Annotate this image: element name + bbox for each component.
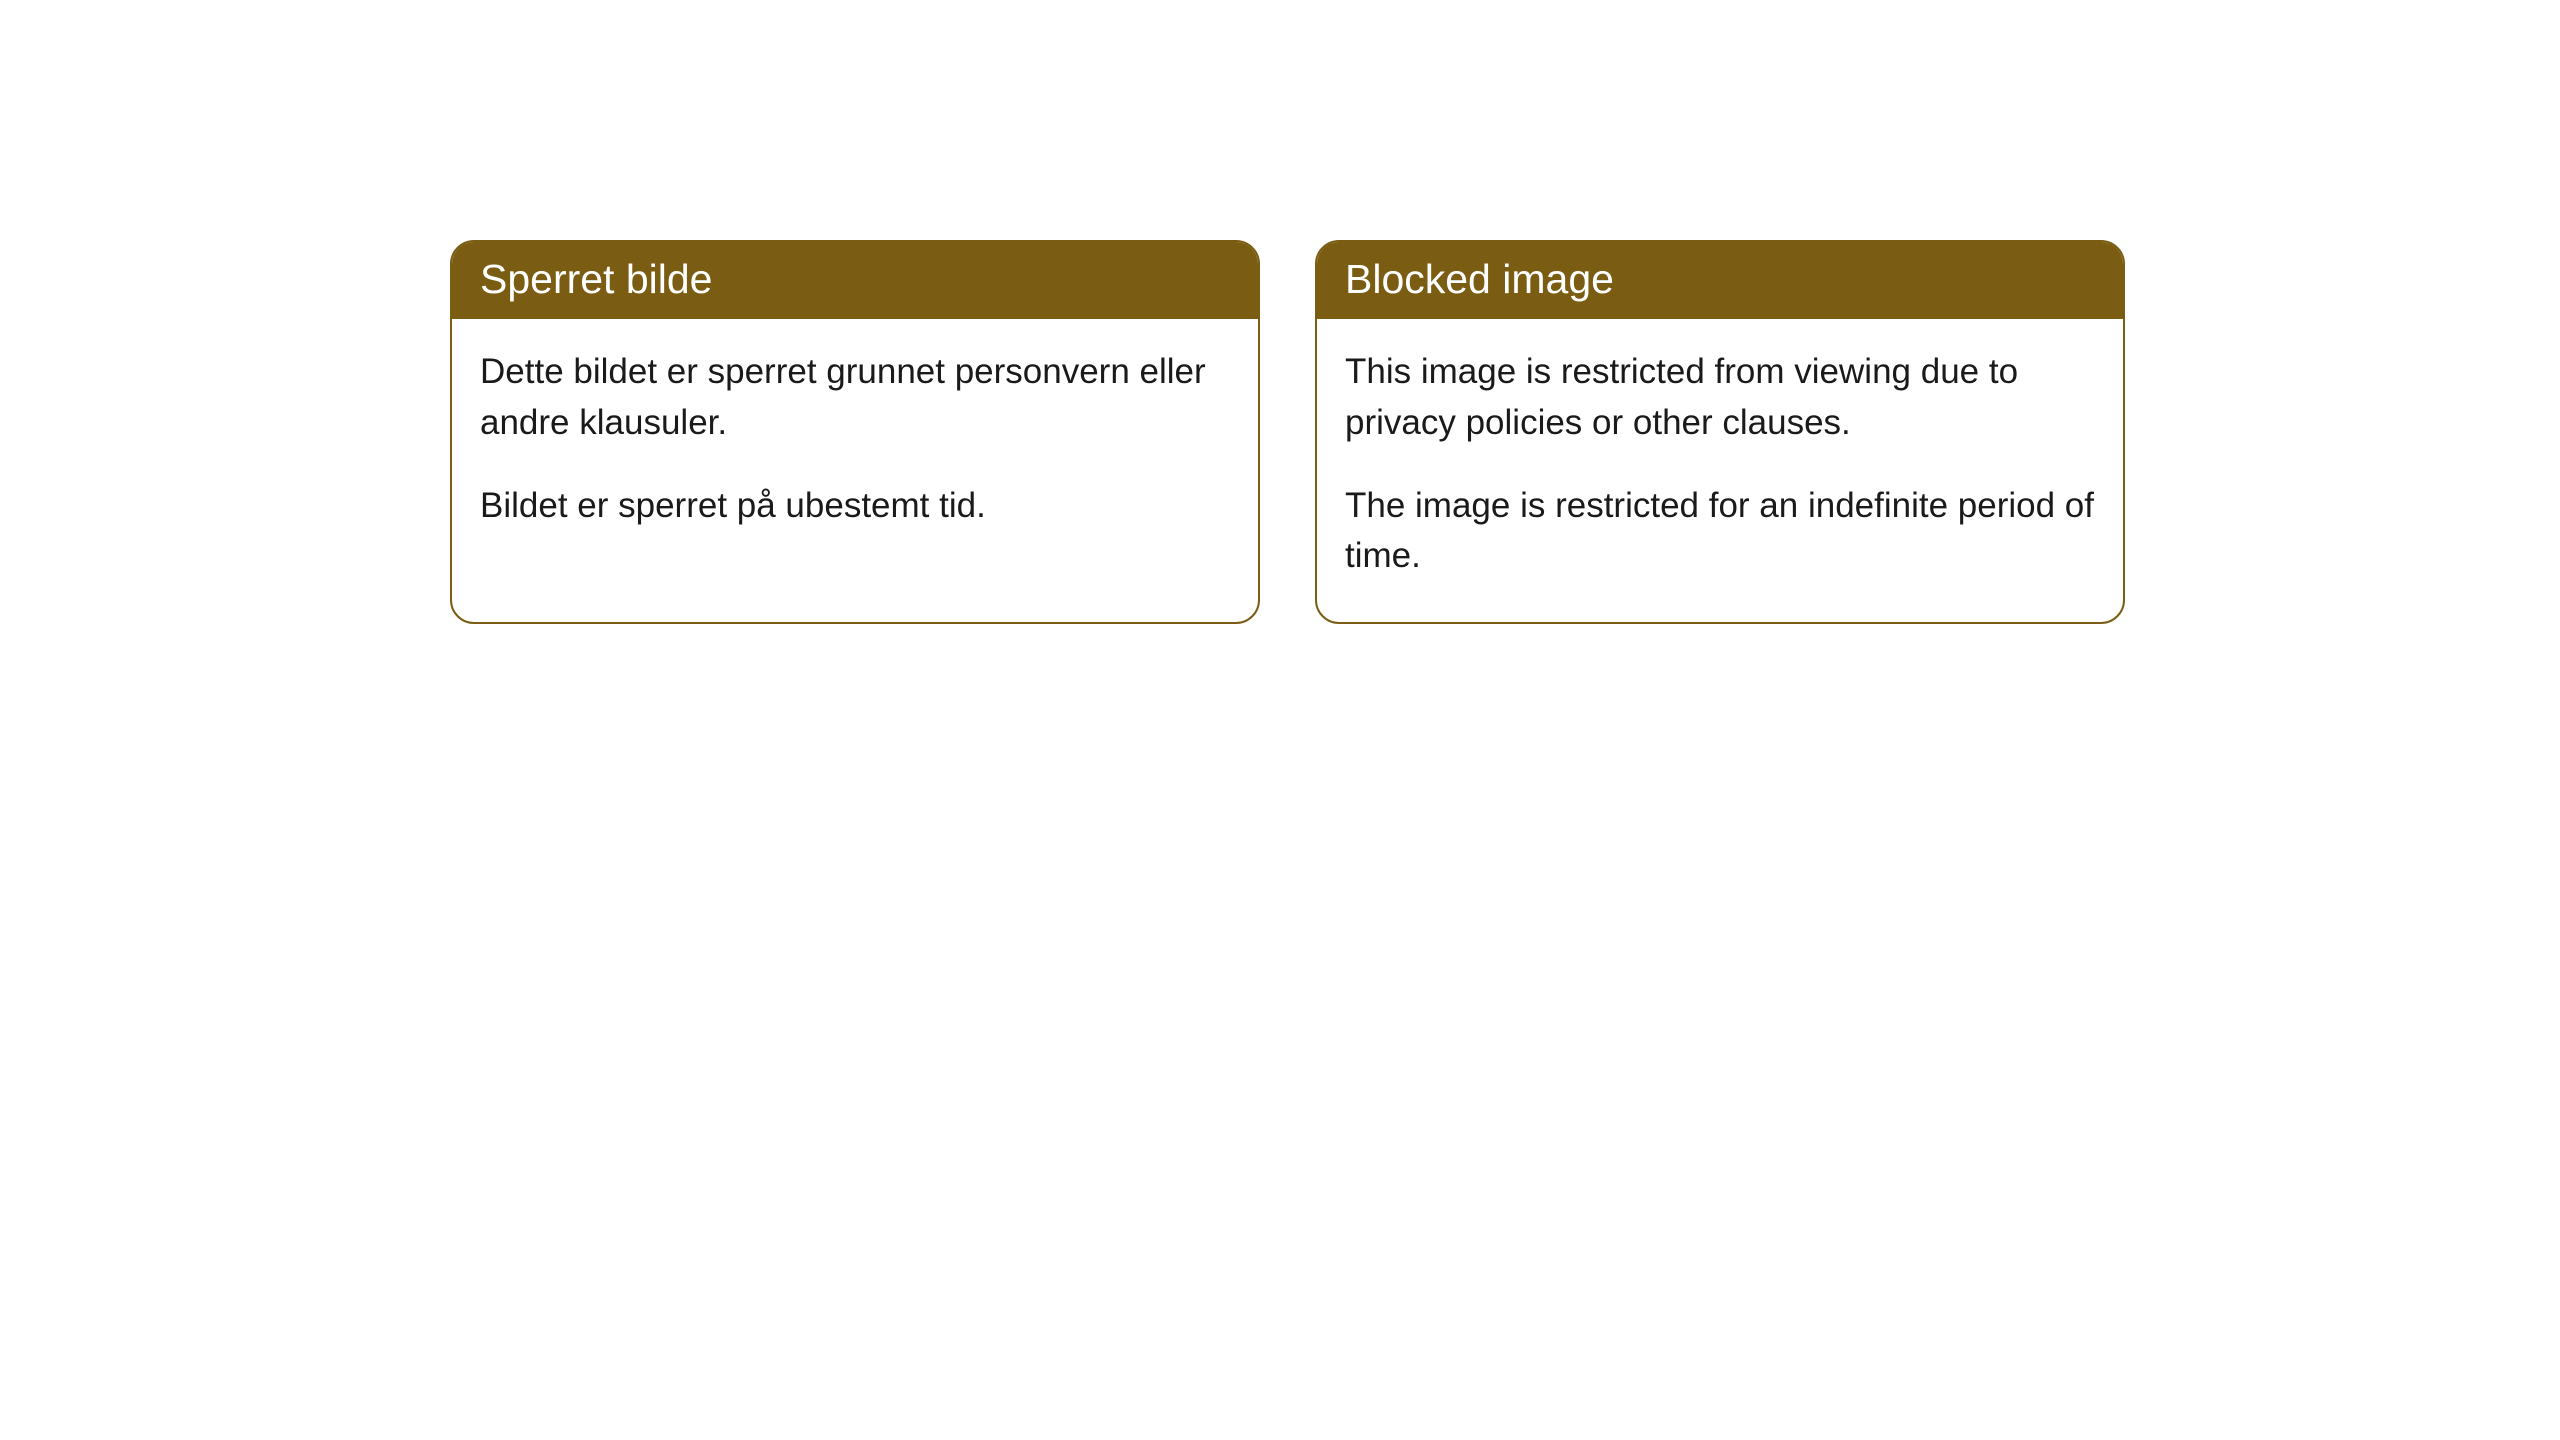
card-title: Sperret bilde bbox=[480, 256, 712, 302]
card-body: Dette bildet er sperret grunnet personve… bbox=[452, 319, 1258, 571]
card-paragraph: The image is restricted for an indefinit… bbox=[1345, 481, 2095, 583]
card-header: Sperret bilde bbox=[452, 242, 1258, 319]
notice-card-english: Blocked image This image is restricted f… bbox=[1315, 240, 2125, 624]
notice-container: Sperret bilde Dette bildet er sperret gr… bbox=[0, 0, 2560, 624]
card-body: This image is restricted from viewing du… bbox=[1317, 319, 2123, 622]
card-paragraph: This image is restricted from viewing du… bbox=[1345, 347, 2095, 449]
card-paragraph: Bildet er sperret på ubestemt tid. bbox=[480, 481, 1230, 532]
card-header: Blocked image bbox=[1317, 242, 2123, 319]
card-title: Blocked image bbox=[1345, 256, 1614, 302]
card-paragraph: Dette bildet er sperret grunnet personve… bbox=[480, 347, 1230, 449]
notice-card-norwegian: Sperret bilde Dette bildet er sperret gr… bbox=[450, 240, 1260, 624]
